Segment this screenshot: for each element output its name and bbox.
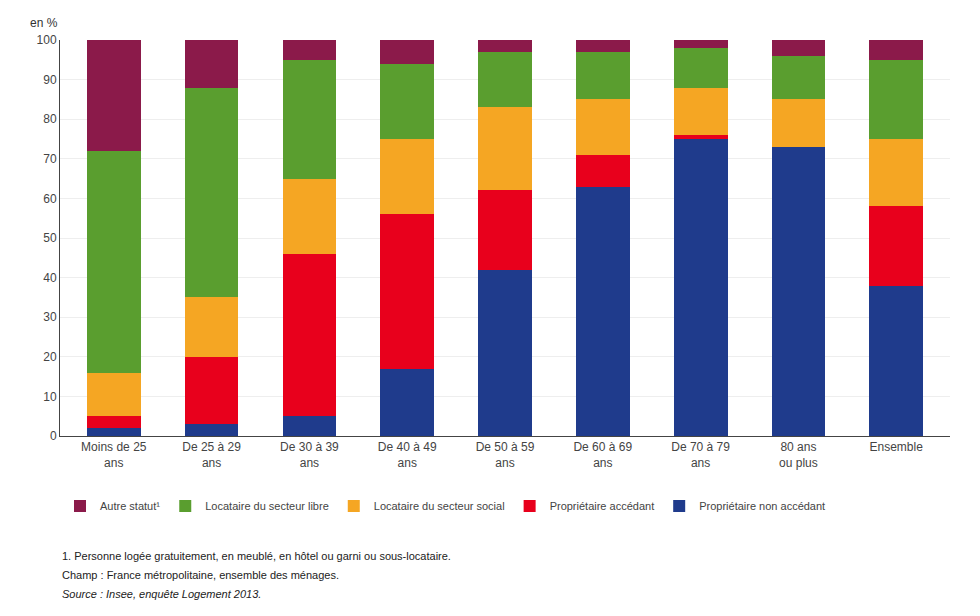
svg-text:60: 60 (43, 192, 57, 206)
svg-text:1. Personne logée gratuitement: 1. Personne logée gratuitement, en meubl… (62, 550, 451, 562)
svg-text:100: 100 (37, 33, 57, 47)
svg-text:Locataire du secteur social: Locataire du secteur social (374, 500, 505, 512)
svg-text:De 30 à 39ans: De 30 à 39ans (280, 440, 339, 470)
svg-text:70: 70 (43, 152, 57, 166)
svg-text:en %: en % (30, 16, 58, 30)
svg-text:De 25 à 29ans: De 25 à 29ans (182, 440, 241, 470)
svg-text:20: 20 (43, 350, 57, 364)
svg-text:Moins de 25ans: Moins de 25ans (81, 440, 147, 470)
svg-text:80: 80 (43, 112, 57, 126)
svg-text:80 ansou plus: 80 ansou plus (779, 440, 818, 470)
svg-text:Propriétaire accédant: Propriétaire accédant (550, 500, 655, 512)
svg-text:De 70 à 79ans: De 70 à 79ans (671, 440, 730, 470)
svg-text:De 40 à 49ans: De 40 à 49ans (378, 440, 437, 470)
svg-text:Champ : France métropolitaine,: Champ : France métropolitaine, ensemble … (62, 569, 339, 581)
svg-text:Propriétaire non accédant: Propriétaire non accédant (699, 500, 825, 512)
svg-text:0: 0 (50, 429, 57, 443)
svg-text:90: 90 (43, 73, 57, 87)
svg-text:De 60 à 69ans: De 60 à 69ans (573, 440, 632, 470)
svg-text:40: 40 (43, 271, 57, 285)
svg-text:50: 50 (43, 231, 57, 245)
svg-text:Ensemble: Ensemble (870, 440, 924, 454)
svg-text:Autre statut¹: Autre statut¹ (100, 500, 160, 512)
svg-text:Locataire du secteur libre: Locataire du secteur libre (205, 500, 329, 512)
svg-text:De 50 à 59ans: De 50 à 59ans (476, 440, 535, 470)
svg-text:10: 10 (43, 390, 57, 404)
svg-text:30: 30 (43, 310, 57, 324)
svg-text:Source : Insee, enquête Logeme: Source : Insee, enquête Logement 2013. (62, 588, 261, 600)
